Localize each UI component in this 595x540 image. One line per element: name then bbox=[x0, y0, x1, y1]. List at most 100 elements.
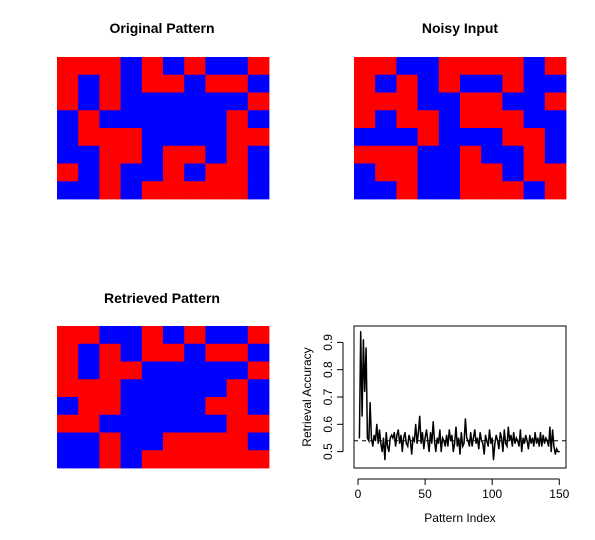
data-point bbox=[511, 445, 513, 447]
heatmap-cell bbox=[417, 128, 440, 147]
heatmap-cell bbox=[481, 92, 503, 111]
noisy-input-heatmap bbox=[354, 57, 567, 200]
data-point bbox=[382, 437, 385, 439]
heatmap-cell bbox=[205, 181, 227, 200]
x-tick-label: 50 bbox=[418, 487, 432, 501]
data-point bbox=[397, 429, 399, 431]
heatmap-cell bbox=[226, 361, 249, 380]
data-point bbox=[377, 442, 379, 444]
noisy-input-title: Noisy Input bbox=[422, 20, 499, 36]
retrieved-pattern-title: Retrieved Pattern bbox=[104, 290, 220, 306]
heatmap-cell bbox=[247, 379, 270, 398]
heatmap-cell bbox=[247, 343, 270, 362]
heatmap-cell bbox=[57, 361, 79, 380]
heatmap-cell bbox=[460, 128, 482, 147]
heatmap-cell bbox=[57, 128, 79, 147]
data-point bbox=[378, 429, 381, 431]
heatmap-cell bbox=[141, 361, 164, 380]
data-point bbox=[452, 451, 454, 453]
panel-noisy-input: Noisy Input bbox=[354, 20, 567, 200]
heatmap-cell bbox=[78, 450, 100, 469]
heatmap-cell bbox=[163, 432, 185, 451]
heatmap-cell bbox=[120, 128, 143, 147]
heatmap-cell bbox=[523, 57, 546, 76]
heatmap-cell bbox=[375, 145, 397, 164]
data-point bbox=[498, 448, 500, 450]
heatmap-cell bbox=[163, 163, 185, 182]
heatmap-cell bbox=[184, 57, 206, 76]
heatmap-cell bbox=[163, 128, 185, 147]
heatmap-cell bbox=[163, 326, 185, 345]
heatmap-cell bbox=[141, 414, 164, 433]
heatmap-cell bbox=[247, 361, 270, 380]
data-point bbox=[364, 390, 366, 393]
data-point bbox=[557, 451, 559, 453]
heatmap-cell bbox=[99, 326, 121, 345]
heatmap-cell bbox=[481, 181, 503, 200]
heatmap-cell bbox=[57, 74, 79, 93]
data-point bbox=[408, 434, 410, 436]
data-point bbox=[553, 445, 555, 447]
data-point bbox=[360, 330, 362, 333]
heatmap-cell bbox=[141, 57, 164, 76]
data-point bbox=[432, 421, 434, 423]
data-point bbox=[548, 445, 550, 447]
data-point bbox=[533, 445, 535, 447]
heatmap-cell bbox=[226, 145, 249, 164]
heatmap-cell bbox=[502, 163, 524, 182]
heatmap-cell bbox=[141, 145, 164, 164]
y-tick-label: 0.5 bbox=[321, 443, 335, 460]
heatmap-cell bbox=[184, 397, 206, 416]
data-point bbox=[440, 451, 442, 453]
heatmap-cell bbox=[226, 57, 249, 76]
heatmap-cell bbox=[205, 145, 227, 164]
heatmap-cell bbox=[502, 145, 524, 164]
heatmap-cell bbox=[120, 361, 143, 380]
heatmap-cell bbox=[205, 414, 227, 433]
heatmap-cell bbox=[78, 432, 100, 451]
heatmap-cell bbox=[120, 379, 143, 398]
heatmap-cell bbox=[184, 74, 206, 93]
heatmap-cell bbox=[57, 326, 79, 345]
data-point bbox=[491, 437, 493, 439]
data-point bbox=[490, 442, 492, 444]
data-point bbox=[384, 459, 386, 461]
heatmap-cell bbox=[226, 414, 249, 433]
heatmap-cell bbox=[544, 145, 567, 164]
original-pattern-heatmap bbox=[57, 57, 270, 200]
data-point bbox=[412, 437, 414, 439]
data-point bbox=[411, 453, 413, 455]
heatmap-cell bbox=[481, 57, 503, 76]
heatmap-cell bbox=[141, 326, 164, 345]
heatmap-cell bbox=[57, 145, 79, 164]
heatmap-cell bbox=[78, 181, 100, 200]
heatmap-cell bbox=[205, 450, 227, 469]
heatmap-cell bbox=[205, 110, 227, 129]
heatmap-cell bbox=[354, 128, 376, 147]
heatmap-cell bbox=[354, 145, 376, 164]
data-point bbox=[446, 434, 448, 436]
data-point bbox=[366, 437, 368, 439]
heatmap-cell bbox=[375, 110, 397, 129]
heatmap-cell bbox=[78, 326, 100, 345]
heatmap-cell bbox=[141, 92, 164, 111]
heatmap-cell bbox=[226, 397, 249, 416]
heatmap-cell bbox=[184, 181, 206, 200]
heatmap-cell bbox=[438, 92, 461, 111]
data-point bbox=[539, 431, 542, 434]
heatmap-cell bbox=[417, 163, 440, 182]
heatmap-cell bbox=[120, 92, 143, 111]
heatmap-cell bbox=[417, 145, 440, 164]
heatmap-cell bbox=[502, 92, 524, 111]
data-point bbox=[483, 453, 485, 455]
data-point bbox=[458, 437, 460, 439]
heatmap-cell bbox=[226, 163, 249, 182]
y-tick-label: 0.9 bbox=[321, 334, 335, 351]
data-point bbox=[499, 431, 501, 434]
data-point bbox=[464, 418, 466, 420]
plot-frame bbox=[353, 325, 567, 469]
data-point bbox=[488, 429, 491, 431]
data-point bbox=[428, 451, 430, 453]
heatmap-cell bbox=[417, 181, 440, 200]
